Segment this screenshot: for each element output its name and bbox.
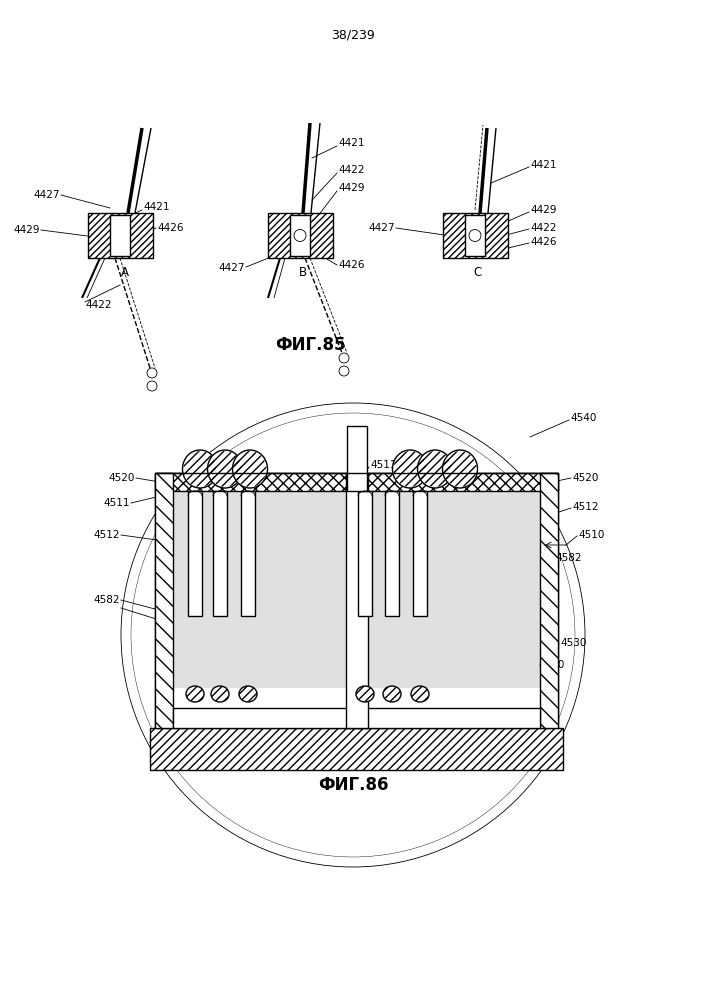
Ellipse shape [443,450,477,488]
Text: 4520: 4520 [109,473,135,483]
Text: 4427: 4427 [33,190,60,200]
Text: ФИГ.85: ФИГ.85 [275,336,345,354]
Text: 4426: 4426 [530,237,556,247]
Ellipse shape [182,450,218,488]
Bar [358,491,372,616]
Text: 38/239: 38/239 [331,28,375,41]
Ellipse shape [392,450,428,488]
Bar [443,213,508,258]
Bar [465,215,485,256]
Ellipse shape [383,686,401,702]
Bar [88,213,153,258]
Text: 4427: 4427 [218,263,245,273]
Bar [110,215,130,256]
Text: 4421: 4421 [143,202,170,212]
Text: 4510: 4510 [578,530,604,540]
Bar [413,491,427,616]
Bar [385,491,399,616]
Text: 4511: 4511 [370,460,397,470]
Text: 4583: 4583 [148,737,175,747]
Bar [267,213,332,258]
Text: 4530: 4530 [560,638,586,648]
Text: 4429: 4429 [530,205,556,215]
Ellipse shape [239,686,257,702]
Ellipse shape [207,450,243,488]
Bar [540,473,558,728]
Text: 4427: 4427 [368,223,395,233]
Bar [213,491,227,616]
Text: 4582: 4582 [555,553,581,563]
Ellipse shape [186,686,204,702]
Bar [173,488,540,688]
Text: 4512: 4512 [572,502,599,512]
Ellipse shape [356,686,374,702]
Bar [173,708,540,728]
Text: 4422: 4422 [338,165,365,175]
Text: B: B [299,265,307,278]
Bar [88,213,153,258]
Bar [188,491,202,616]
Text: ФИГ.86: ФИГ.86 [317,776,388,794]
Text: 4540: 4540 [570,413,597,423]
Ellipse shape [211,686,229,702]
Bar [346,426,366,491]
Bar [155,473,173,728]
Text: 4426: 4426 [157,223,184,233]
Text: C: C [474,265,482,278]
Bar [155,473,558,728]
Text: 4429: 4429 [13,225,40,235]
Text: 4422: 4422 [530,223,556,233]
Text: 4512: 4512 [93,530,120,540]
Bar [290,215,310,256]
Text: 4583: 4583 [448,737,474,747]
Ellipse shape [418,450,452,488]
Text: 4580: 4580 [538,660,564,670]
Bar [155,473,558,491]
Ellipse shape [411,686,429,702]
Bar [267,213,332,258]
Text: 4520: 4520 [572,473,598,483]
Bar [346,473,368,728]
Text: 4426: 4426 [338,260,365,270]
Text: 4429: 4429 [338,183,365,193]
Text: 4582: 4582 [93,595,120,605]
Bar [241,491,255,616]
Text: 4422: 4422 [85,300,112,310]
Bar [443,213,508,258]
Text: 4421: 4421 [530,160,556,170]
Text: 4421: 4421 [338,138,365,148]
Text: A: A [121,265,129,278]
Ellipse shape [233,450,267,488]
Text: 4511: 4511 [103,498,130,508]
Bar [150,728,563,770]
